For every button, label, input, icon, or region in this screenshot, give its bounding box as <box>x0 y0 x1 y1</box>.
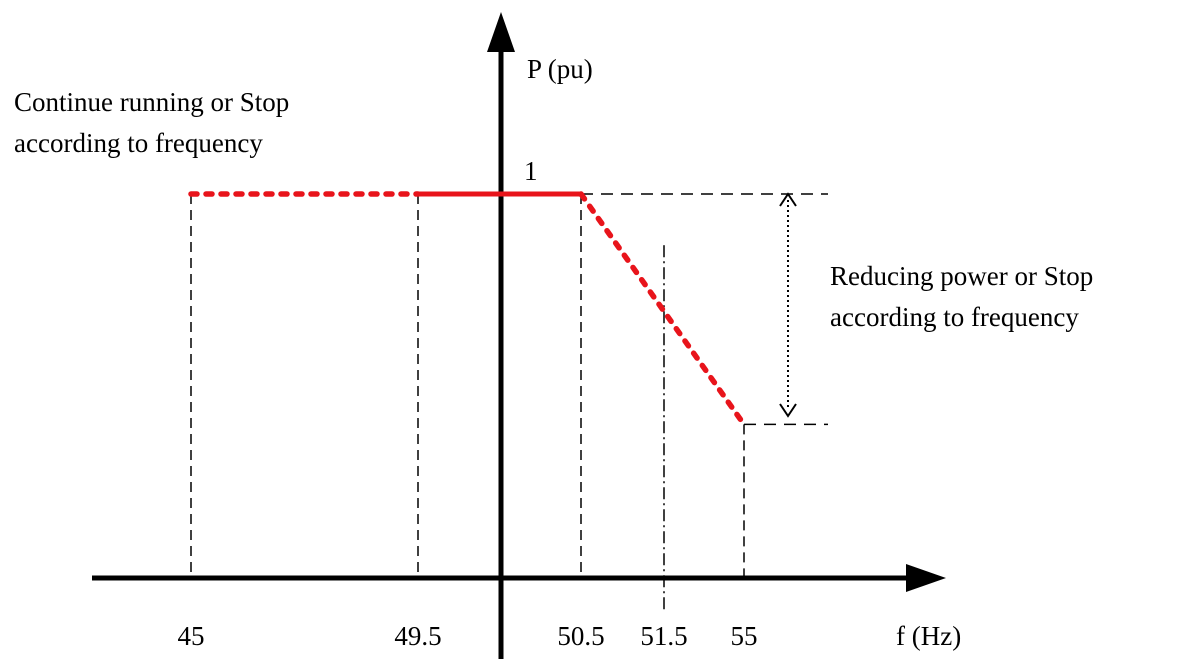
left-annotation-line2: according to frequency <box>14 128 263 158</box>
y-axis-arrowhead <box>487 12 515 52</box>
x-tick-label: 50.5 <box>557 621 604 651</box>
x-axis-arrowhead <box>906 564 946 592</box>
left-annotation-line1: Continue running or Stop <box>14 87 289 117</box>
right-annotation-line2: according to frequency <box>830 302 1079 332</box>
x-tick-label: 45 <box>178 621 205 651</box>
x-tick-label: 51.5 <box>640 621 687 651</box>
x-axis-label: f (Hz) <box>896 621 961 651</box>
y-axis-label: P (pu) <box>527 54 593 84</box>
x-tick-label: 55 <box>731 621 758 651</box>
power-curve-dotted-segment <box>578 191 747 428</box>
range-arrow-bottom-head <box>779 403 797 418</box>
x-tick-label: 49.5 <box>394 621 441 651</box>
y-tick-label: 1 <box>524 156 538 186</box>
right-annotation-line1: Reducing power or Stop <box>830 261 1093 291</box>
